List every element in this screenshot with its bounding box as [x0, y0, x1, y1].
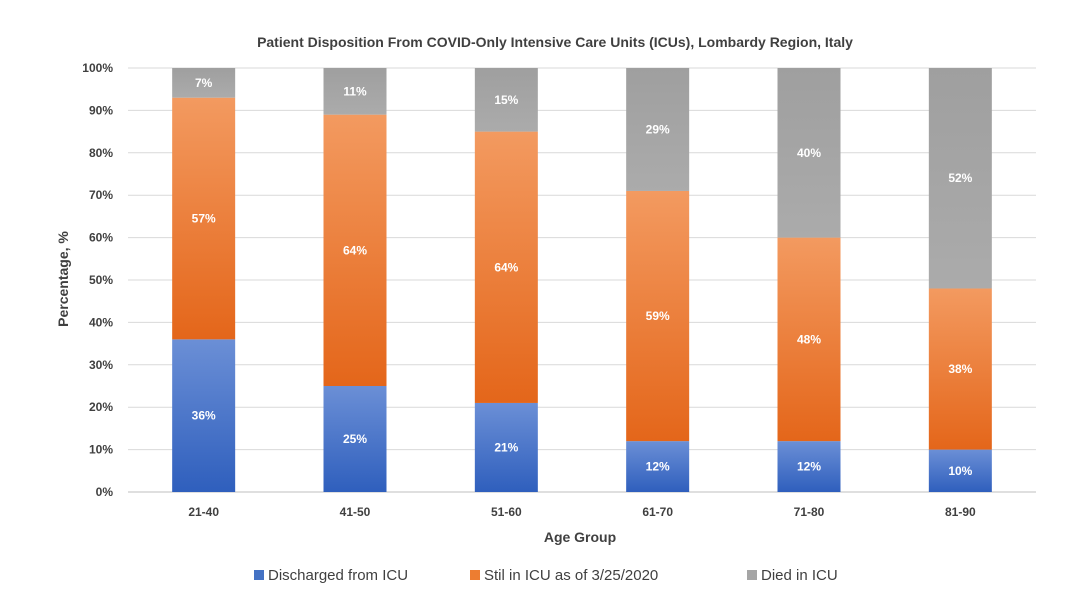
y-tick-label: 60%	[89, 231, 113, 245]
legend-item: Stil in ICU as of 3/25/2020	[470, 567, 658, 584]
bar-segment	[777, 68, 841, 238]
y-tick-label: 40%	[89, 315, 113, 329]
data-label: 12%	[646, 460, 670, 474]
data-label: 64%	[494, 260, 518, 274]
x-tick-label: 21-40	[188, 505, 219, 519]
bar-segment	[323, 68, 387, 115]
bar-segment	[928, 449, 992, 492]
x-tick-label: 51-60	[491, 505, 522, 519]
bar-segment	[626, 441, 690, 492]
legend-item: Discharged from ICU	[254, 567, 408, 584]
data-labels: 36% 57% 7% 25% 64% 11% 21% 64% 15% 12% 59% 29% 12% 48…	[192, 76, 973, 478]
legend-label: Discharged from ICU	[268, 567, 408, 584]
data-label: 64%	[343, 243, 367, 257]
chart-title: Patient Disposition From COVID-Only Inte…	[257, 34, 853, 50]
y-tick-label: 100%	[82, 61, 113, 75]
x-axis-ticks: 21-40 41-50 51-60 61-70 71-80 81-90	[188, 505, 976, 519]
gridlines	[128, 67, 1036, 493]
bar-segment	[474, 131, 538, 403]
bar-segment	[474, 68, 538, 132]
bar-segment	[474, 402, 538, 492]
data-label: 36%	[192, 409, 216, 423]
bar-segment	[928, 68, 992, 289]
legend-swatch	[470, 570, 480, 580]
data-label: 29%	[646, 122, 670, 136]
legend: Discharged from ICU Stil in ICU as of 3/2…	[254, 567, 838, 584]
y-tick-label: 0%	[96, 485, 114, 499]
data-label: 59%	[646, 309, 670, 323]
legend-label: Died in ICU	[761, 567, 838, 584]
bar-segment	[777, 237, 841, 442]
y-tick-label: 90%	[89, 103, 113, 117]
x-tick-label: 41-50	[340, 505, 371, 519]
bar-segment	[172, 339, 236, 492]
legend-swatch	[254, 570, 264, 580]
data-label: 40%	[797, 146, 821, 160]
bar-segment	[323, 114, 387, 386]
x-tick-label: 61-70	[642, 505, 673, 519]
data-label: 21%	[494, 440, 518, 454]
y-tick-label: 10%	[89, 443, 113, 457]
bar-segment	[323, 386, 387, 492]
legend-item: Died in ICU	[747, 567, 838, 584]
legend-label: Stil in ICU as of 3/25/2020	[484, 567, 658, 584]
bar-segment	[777, 441, 841, 492]
bar-segment	[928, 288, 992, 450]
bar-segment	[172, 97, 236, 340]
y-tick-label: 70%	[89, 188, 113, 202]
data-label: 52%	[948, 171, 972, 185]
bar-segment	[172, 68, 236, 98]
y-axis-title: Percentage, %	[55, 231, 71, 327]
x-tick-label: 71-80	[794, 505, 825, 519]
data-label: 48%	[797, 332, 821, 346]
y-tick-label: 30%	[89, 358, 113, 372]
y-tick-label: 50%	[89, 273, 113, 287]
bar-segment	[626, 190, 690, 442]
bars	[172, 68, 992, 492]
x-tick-label: 81-90	[945, 505, 976, 519]
x-axis-title: Age Group	[544, 529, 616, 545]
data-label: 38%	[948, 362, 972, 376]
data-label: 10%	[948, 464, 972, 478]
y-tick-label: 20%	[89, 400, 113, 414]
y-tick-label: 80%	[89, 146, 113, 160]
data-label: 15%	[494, 93, 518, 107]
data-label: 7%	[195, 76, 213, 90]
y-axis-ticks: 0% 10% 20% 30% 40% 50% 60% 70% 80% 90% 100%	[82, 61, 113, 499]
data-label: 12%	[797, 460, 821, 474]
bar-segment	[626, 68, 690, 191]
data-label: 25%	[343, 432, 367, 446]
data-label: 11%	[343, 84, 367, 98]
legend-swatch	[747, 570, 757, 580]
data-label: 57%	[192, 212, 216, 226]
